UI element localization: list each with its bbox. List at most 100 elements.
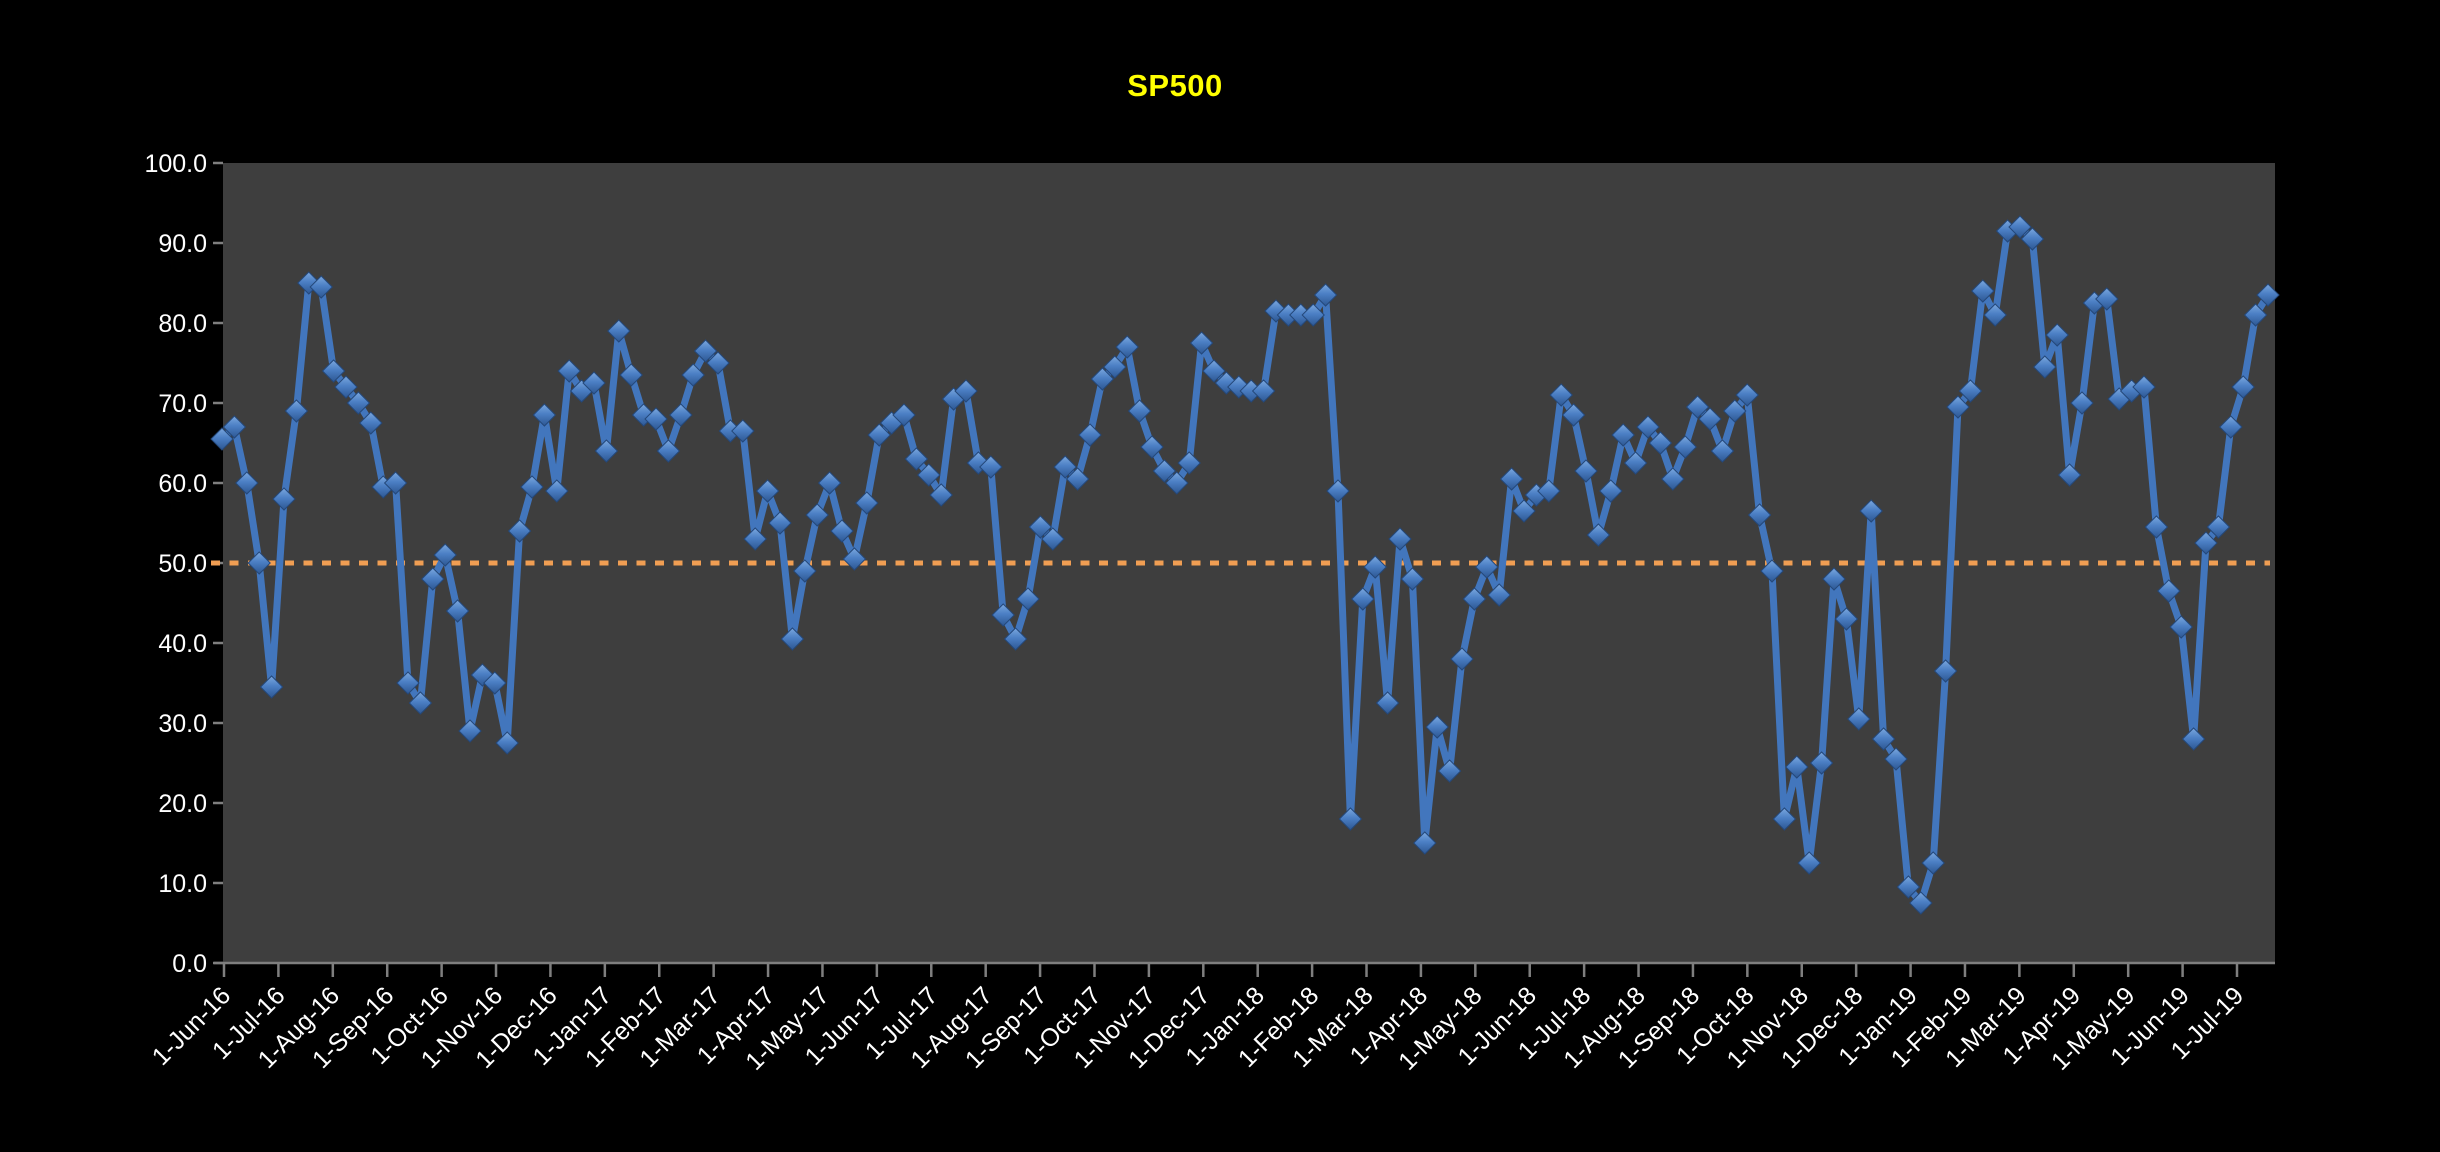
data-point-marker [1090,367,1115,391]
y-axis-label: 90.0 [158,230,207,258]
data-point-marker [1636,415,1660,439]
data-point-marker [1747,503,1772,527]
data-point-marker [755,479,780,503]
data-point-marker [1549,383,1573,407]
data-point-marker [1797,851,1821,875]
data-point-marker [1251,379,1276,403]
data-point-marker [793,559,817,583]
data-point-marker [1809,751,1834,775]
data-point-marker [2169,615,2193,639]
data-point-marker [1487,583,1511,607]
data-point-marker [1437,759,1462,783]
y-axis-label: 100.0 [144,150,207,178]
data-point-marker [483,671,507,695]
data-point-marker [991,603,1015,627]
data-point-marker [842,547,867,571]
data-point-marker [1065,467,1090,491]
data-point-marker [2033,355,2057,379]
data-point-marker [557,359,581,383]
data-point-marker [1822,567,1846,591]
data-point-marker [1871,727,1896,751]
data-point-marker [1028,515,1053,539]
y-axis-label: 30.0 [158,710,207,738]
data-point-marker [1363,555,1387,579]
data-point-marker [2194,531,2218,555]
data-point-marker [433,543,457,567]
y-axis-label: 80.0 [158,310,207,338]
data-point-marker [2008,215,2032,239]
data-point-marker [1165,471,1189,495]
data-point-marker [1462,587,1487,611]
data-point-marker [1003,627,1028,651]
data-point-marker [731,419,755,443]
data-point-marker [805,503,829,527]
data-point-marker [1400,567,1425,591]
data-point-marker [582,371,606,395]
data-point-marker [1673,435,1697,459]
data-point-marker [2231,375,2255,399]
data-point-marker [445,599,470,623]
data-point-marker [1896,875,1921,899]
data-point-marker [1909,891,1933,915]
data-point-marker [259,675,284,699]
data-point-marker [383,471,408,495]
data-point-marker [1958,379,1983,403]
data-point-marker [1933,659,1958,683]
data-point-marker [1760,559,1784,583]
data-point-marker [768,511,792,535]
data-point-marker [1388,527,1412,551]
y-axis-label: 70.0 [158,390,207,418]
y-axis-label: 10.0 [158,870,207,898]
data-point-marker [396,671,420,695]
data-point-marker [2045,323,2069,347]
data-point-marker [421,567,445,591]
data-point-marker [1772,807,1797,831]
data-point-marker [2132,375,2156,399]
data-point-marker [2095,287,2119,311]
data-point-marker [917,463,941,487]
data-point-marker [1351,587,1375,611]
data-point-marker [1685,395,1710,419]
data-point-marker [892,403,916,427]
data-point-marker [2206,515,2231,539]
data-point-marker [669,403,693,427]
data-point-marker [1723,399,1747,423]
data-point-marker [817,471,842,495]
data-point-marker [1177,451,1201,475]
data-point-marker [1661,467,1685,491]
data-point-marker [1450,647,1474,671]
data-point-marker [210,427,234,451]
data-point-marker [2243,303,2268,327]
y-axis-label: 50.0 [158,550,207,578]
data-point-marker [1586,523,1611,547]
data-point-marker [1053,455,1077,479]
data-point-marker [1338,807,1363,831]
data-point-marker [644,407,668,431]
data-point-marker [1475,555,1499,579]
data-point-marker [743,527,767,551]
data-point-marker [1127,399,1152,423]
data-point-marker [954,379,978,403]
data-point-marker [1611,423,1635,447]
data-point-marker [1599,479,1623,503]
data-point-marker [929,483,953,507]
data-point-marker [1561,403,1586,427]
data-point-marker [1413,831,1437,855]
data-point-marker [1016,587,1040,611]
data-point-marker [1152,459,1177,483]
data-point-marker [2070,391,2094,415]
data-point-marker [334,375,358,399]
data-point-marker [458,719,482,743]
data-point-marker [2219,415,2243,439]
data-point-marker [1115,335,1139,359]
data-point-marker [1785,755,1809,779]
data-point-marker [1189,331,1214,355]
data-point-marker [2020,227,2045,251]
data-point-marker [1140,435,1164,459]
y-axis-label: 40.0 [158,630,207,658]
data-point-marker [532,403,557,427]
data-point-marker [619,363,643,387]
data-point-marker [1648,431,1673,455]
